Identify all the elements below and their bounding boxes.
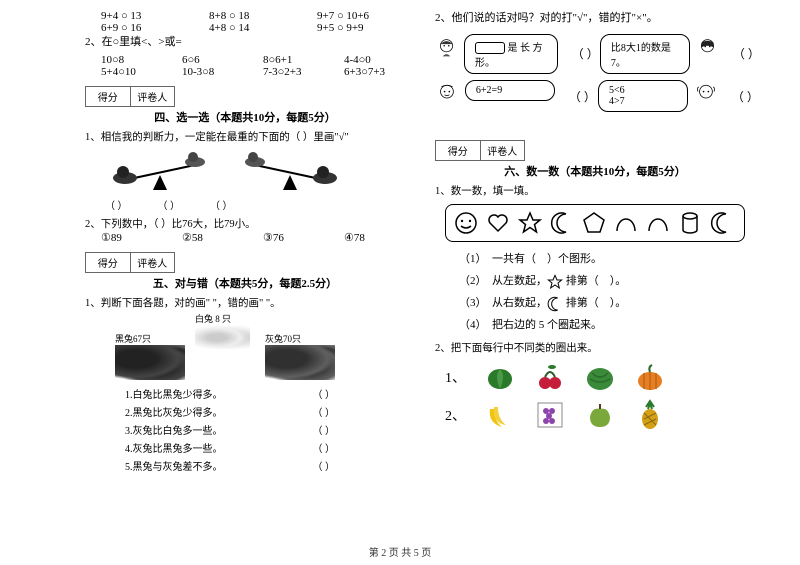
- face-icon: [435, 34, 458, 62]
- section4-title: 四、选一选（本题共10分，每题5分）: [85, 109, 405, 125]
- section5-title: 五、对与错（本题共5分，每题2.5分）: [85, 275, 405, 291]
- fruit-row-2: 2、: [445, 399, 755, 431]
- cherry-icon: [534, 361, 566, 393]
- bubble-row-2: 6+2=9 （ ） 5<64>7 （ ）: [435, 80, 755, 112]
- score-box-4: 得分 评卷人: [85, 86, 175, 107]
- fruit-row-1: 1、: [445, 361, 755, 393]
- r-q2-title: 2、他们说的话对吗？对的打"√"，错的打"×"。: [435, 10, 755, 28]
- tf-list: 1.白兔比黑兔少得多。（ ） 2.黑兔比灰兔少得多。（ ） 3.灰兔比白兔多一些…: [85, 388, 405, 476]
- smiley-icon: [454, 211, 478, 235]
- section6-title: 六、数一数（本题共10分，每题5分）: [435, 163, 755, 179]
- q4-2: 2、下列数中，（ ）比76大，比79小。: [85, 216, 405, 231]
- compare-row-2: 5+4○10 10-3○8 7-3○2+3 6+3○7+3: [85, 66, 405, 78]
- q6-1: 1、数一数，填一填。: [435, 183, 755, 198]
- scale-options: （ ） （ ） （ ）: [85, 197, 405, 212]
- pineapple-icon: [634, 399, 666, 431]
- pentagon-icon: [582, 211, 606, 235]
- shapes-box: [445, 204, 745, 242]
- moon-icon: [710, 211, 734, 235]
- face-icon: [694, 80, 718, 108]
- arch-icon: [646, 211, 670, 235]
- q5-1: 1、判断下面各题，对的画" "，错的画" "。: [85, 295, 405, 310]
- heart-icon: [486, 211, 510, 235]
- bubble-row-1: 是 长 方形。 （ ） 比8大1的数是7。 （ ）: [435, 34, 755, 75]
- moon-icon: [550, 211, 574, 235]
- cabbage-icon: [484, 361, 516, 393]
- score-box-6: 得分 评卷人: [435, 140, 525, 161]
- arch-icon: [614, 211, 638, 235]
- rabbits-image: 白兔 8 只 黑兔67只 灰兔70只: [115, 314, 345, 384]
- pumpkin-icon: [634, 361, 666, 393]
- lettuce-icon: [584, 361, 616, 393]
- score-box-5: 得分 评卷人: [85, 252, 175, 273]
- q6-2: 2、把下面每行中不同类的圈出来。: [435, 340, 755, 355]
- page-footer: 第 2 页 共 5 页: [0, 544, 800, 559]
- face-icon: [696, 34, 719, 62]
- arith-row-1: 9+4 ○ 13 8+8 ○ 18 9+7 ○ 10+6: [85, 10, 405, 22]
- star-icon: [518, 211, 542, 235]
- grape-icon: [534, 399, 566, 431]
- balance-scales: [105, 150, 405, 195]
- apple-icon: [584, 399, 616, 431]
- count-questions: （1） 一共有（ ）个图形。 （2） 从左数起， 排第（ ）。 （3） 从右数起…: [435, 248, 755, 336]
- arith-row-2: 6+9 ○ 16 4+8 ○ 14 9+5 ○ 9+9: [85, 22, 405, 34]
- cylinder-icon: [678, 211, 702, 235]
- q4-1: 1、相信我的判断力，一定能在最重的下面的（ ）里画"√": [85, 129, 405, 144]
- banana-icon: [484, 399, 516, 431]
- q2-title: 2、在○里填<、>或=: [85, 34, 405, 52]
- compare-row-1: 10○8 6○6 8○6+1 4-4○0: [85, 54, 405, 66]
- q4-2-opts: ①89 ②58 ③76 ④78: [85, 231, 405, 244]
- face-icon: [435, 80, 459, 108]
